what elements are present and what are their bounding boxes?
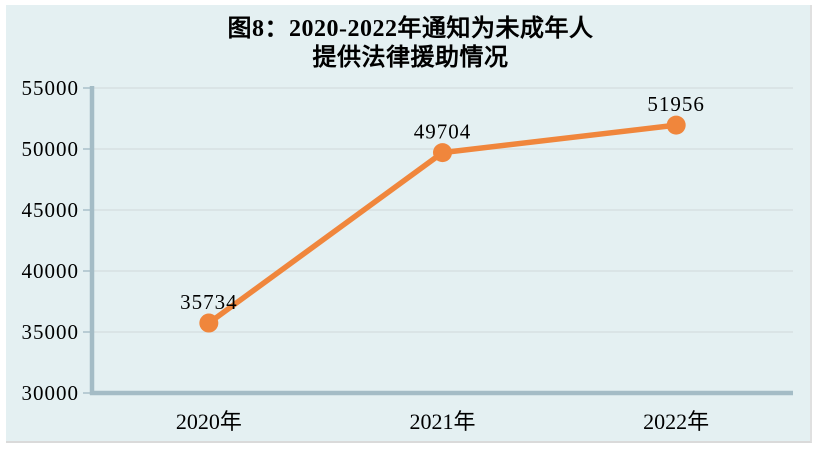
data-point-marker	[666, 115, 686, 135]
y-axis-tick-label: 30000	[22, 381, 80, 405]
chart-panel	[6, 5, 812, 443]
y-axis-tick-label: 55000	[22, 76, 80, 100]
chart-title: 图8：2020-2022年通知为未成年人 提供法律援助情况	[0, 15, 821, 73]
y-axis-tick-label: 50000	[22, 137, 80, 161]
data-point-label: 49704	[414, 120, 472, 144]
x-axis-category-label: 2021年	[409, 409, 475, 434]
data-point-label: 51956	[647, 92, 705, 116]
y-axis-tick-label: 45000	[22, 198, 80, 222]
x-axis-category-label: 2022年	[643, 409, 709, 434]
data-point-label: 35734	[180, 290, 238, 314]
x-axis-category-label: 2020年	[176, 409, 242, 434]
chart-title-line1: 图8：2020-2022年通知为未成年人	[227, 16, 594, 42]
chart-title-line2: 提供法律援助情况	[312, 45, 509, 71]
data-point-marker	[433, 143, 452, 163]
data-point-marker	[199, 313, 219, 333]
y-axis-tick-label: 40000	[22, 259, 80, 283]
y-axis-tick-label: 35000	[22, 320, 80, 344]
